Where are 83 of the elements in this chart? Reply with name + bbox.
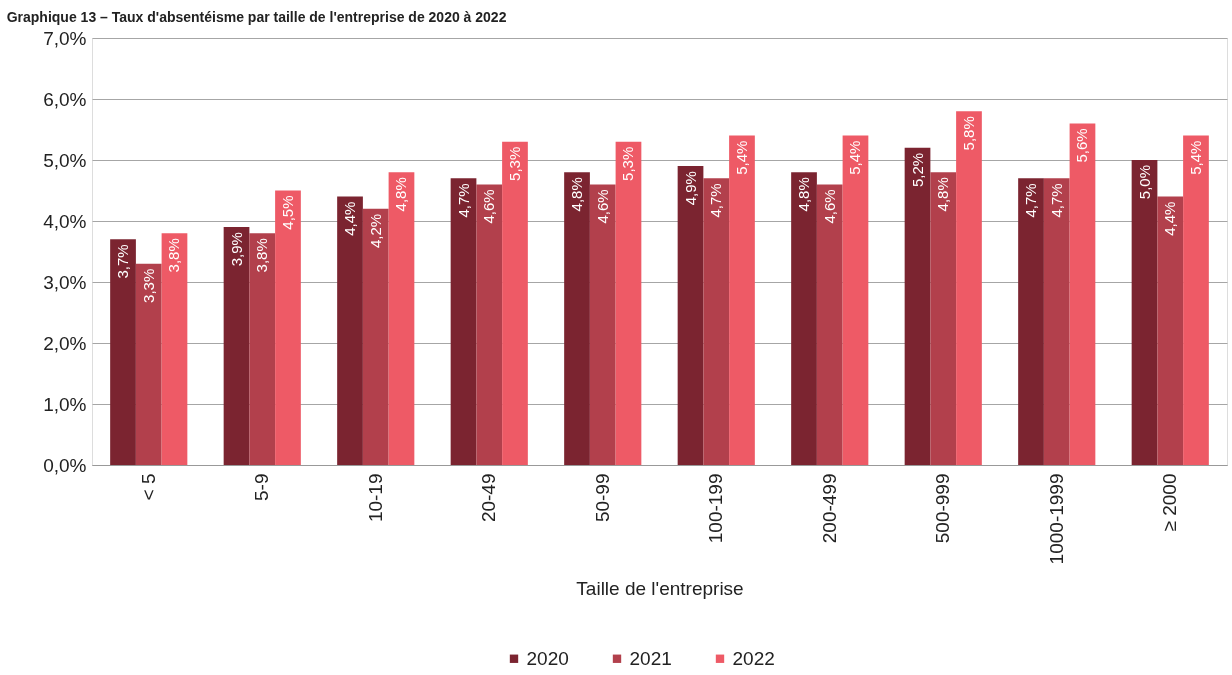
x-tick-label: 5-9: [251, 473, 273, 501]
y-tick-label: 4,0%: [43, 210, 87, 232]
x-tick-label: 200-499: [818, 473, 840, 544]
bar: [930, 172, 957, 465]
bar: [729, 135, 755, 465]
data-label: 4,6%: [820, 189, 838, 224]
data-label: 4,7%: [1047, 183, 1065, 218]
bar: [161, 233, 188, 465]
data-label: 4,2%: [366, 213, 384, 248]
data-label: 4,7%: [1022, 183, 1040, 218]
bar: [450, 178, 477, 465]
bar: [502, 141, 528, 465]
data-label: 4,8%: [795, 177, 813, 212]
data-label: 4,4%: [341, 201, 359, 236]
bar: [564, 172, 590, 465]
y-tick-label: 3,0%: [43, 271, 87, 293]
data-label: 5,3%: [619, 146, 637, 181]
data-label: 3,7%: [114, 244, 132, 279]
data-label: 4,6%: [480, 189, 498, 224]
data-label: 4,8%: [568, 177, 586, 212]
x-tick-label: < 5: [137, 473, 159, 501]
data-label: 3,8%: [165, 238, 183, 273]
x-tick-label: 50-99: [591, 473, 613, 523]
data-label: 5,4%: [846, 140, 864, 175]
data-label: 4,7%: [454, 183, 472, 218]
bar: [904, 147, 931, 465]
y-tick-label: 2,0%: [43, 332, 87, 354]
data-label: 4,4%: [1161, 201, 1179, 236]
data-label: 3,9%: [227, 232, 245, 267]
data-label: 4,9%: [681, 171, 699, 206]
bar: [956, 111, 982, 465]
bar: [1018, 178, 1044, 465]
x-tick-label: 10-19: [364, 473, 386, 523]
data-label: 5,8%: [959, 116, 977, 151]
y-tick-label: 5,0%: [43, 149, 87, 171]
bar: [275, 190, 301, 465]
data-label: 4,6%: [593, 189, 611, 224]
data-label: 4,8%: [934, 177, 952, 212]
bar: [1183, 135, 1209, 465]
legend-label: 2022: [732, 647, 775, 669]
x-tick-label: ≥ 2000: [1159, 473, 1181, 532]
data-label: 3,8%: [253, 238, 271, 273]
data-label: 5,6%: [1073, 128, 1091, 163]
bar: [362, 208, 389, 465]
bar: [1157, 196, 1184, 465]
data-label: 3,3%: [139, 268, 157, 303]
bar: [842, 135, 869, 465]
bar: [110, 239, 136, 465]
data-label: 4,7%: [707, 183, 725, 218]
bar: [791, 172, 817, 465]
data-label: 5,3%: [505, 146, 523, 181]
bar: [249, 233, 276, 465]
bar: [337, 196, 363, 465]
chart-title: Graphique 13 – Taux d'absentéisme par taille de l'entreprise de 2020 à 2022: [6, 9, 507, 25]
x-tick-label: 1000-1999: [1045, 473, 1067, 565]
bar: [1069, 123, 1096, 465]
bar: [615, 141, 642, 465]
x-axis-title: Taille de l'entreprise: [576, 578, 744, 600]
legend-label: 2021: [629, 647, 672, 669]
bar: [677, 166, 704, 465]
x-tick-label: 100-199: [705, 473, 727, 544]
x-tick-label: 500-999: [932, 473, 954, 544]
bar: [135, 263, 162, 465]
data-label: 5,2%: [908, 152, 926, 187]
data-label: 5,4%: [1186, 140, 1204, 175]
bar: [223, 227, 250, 465]
bar: [816, 184, 843, 465]
bar: [1043, 178, 1070, 465]
bar: [476, 184, 503, 465]
data-label: 5,4%: [732, 140, 750, 175]
y-tick-label: 1,0%: [43, 393, 87, 415]
y-tick-label: 7,0%: [43, 27, 87, 49]
y-tick-label: 6,0%: [43, 88, 87, 110]
bar: [388, 172, 415, 465]
bar: [589, 184, 616, 465]
data-label: 5,0%: [1135, 165, 1153, 200]
x-tick-label: 20-49: [478, 473, 500, 523]
bar: [703, 178, 730, 465]
legend-label: 2020: [526, 647, 569, 669]
bar: [1131, 160, 1158, 465]
data-label: 4,5%: [278, 195, 296, 230]
data-label: 4,8%: [392, 177, 410, 212]
y-tick-label: 0,0%: [43, 454, 87, 476]
